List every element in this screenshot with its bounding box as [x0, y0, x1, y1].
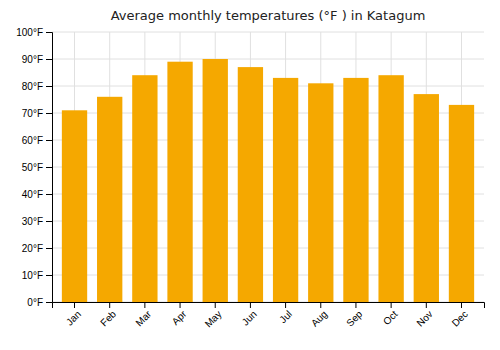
- grid-line-y: [52, 86, 484, 87]
- x-tick: Sep: [344, 302, 365, 329]
- x-tick-mark: [109, 302, 110, 308]
- y-tick-label: 70°F: [22, 108, 43, 119]
- y-tick: 90°F: [22, 54, 52, 65]
- bar: [97, 97, 122, 302]
- x-tick: Apr: [170, 302, 189, 327]
- x-tick-mark: [285, 302, 286, 308]
- y-axis: 0°F 10°F 20°F 30°F 40°F 50°F 60°F 70°F 80°F 90°F 1…: [16, 27, 52, 308]
- y-tick-mark: [46, 86, 52, 87]
- y-tick-label: 0°F: [27, 297, 43, 308]
- x-tick-mark: [250, 302, 251, 308]
- y-tick-mark: [46, 140, 52, 141]
- x-tick-label: Jul: [277, 308, 294, 325]
- x-tick: Jul: [277, 302, 294, 325]
- x-axis: Jan Feb Mar Apr May Jun Jul Aug Sep Oct Nov Dec: [53, 302, 485, 330]
- y-tick: 30°F: [22, 216, 52, 227]
- chart-container: 0°F 10°F 20°F 30°F 40°F 50°F 60°F 70°F 80°F 90°F 1…: [0, 0, 500, 350]
- y-tick-label: 90°F: [22, 54, 43, 65]
- y-tick-label: 80°F: [22, 81, 43, 92]
- y-tick: 60°F: [22, 135, 52, 146]
- y-axis-line: [46, 33, 53, 303]
- x-tick: Feb: [98, 302, 118, 328]
- y-tick-mark: [46, 32, 52, 33]
- y-tick: 50°F: [22, 162, 52, 173]
- x-axis-line: [53, 303, 485, 309]
- x-tick-mark: [144, 302, 145, 308]
- bar: [378, 75, 403, 302]
- y-tick-label: 30°F: [22, 216, 43, 227]
- bar: [343, 78, 368, 302]
- x-tick: Aug: [309, 302, 329, 329]
- y-tick: 0°F: [27, 297, 52, 308]
- x-tick: Jan: [64, 302, 83, 328]
- x-tick-label: Apr: [170, 308, 189, 327]
- y-tick: 70°F: [22, 108, 52, 119]
- y-tick-mark: [46, 302, 52, 303]
- bar: [449, 105, 474, 302]
- x-tick-mark: [180, 302, 181, 308]
- y-tick-mark: [46, 194, 52, 195]
- x-tick: Mar: [133, 302, 153, 328]
- y-tick-label: 100°F: [16, 27, 43, 38]
- y-tick-mark: [46, 275, 52, 276]
- bar: [62, 110, 87, 302]
- y-tick-label: 40°F: [22, 189, 43, 200]
- y-tick-mark: [46, 167, 52, 168]
- x-tick: Dec: [450, 302, 470, 329]
- plot-area: 0°F 10°F 20°F 30°F 40°F 50°F 60°F 70°F 80°F 90°F 1…: [16, 27, 484, 330]
- x-tick-mark: [461, 302, 462, 308]
- bar: [167, 62, 192, 302]
- x-tick-label: Dec: [450, 308, 470, 328]
- grid-line-y: [52, 32, 484, 33]
- x-tick-mark: [426, 302, 427, 308]
- y-tick: 40°F: [22, 189, 52, 200]
- x-tick: May: [203, 302, 224, 330]
- x-tick-label: Sep: [344, 308, 365, 329]
- x-tick-label: Jan: [64, 308, 83, 327]
- bar: [414, 94, 439, 302]
- title: Average monthly temperatures (°F ) in Ka…: [111, 8, 426, 23]
- y-tick: 80°F: [22, 81, 52, 92]
- y-tick-mark: [46, 221, 52, 222]
- x-tick-label: Aug: [309, 308, 329, 328]
- y-tick: 100°F: [16, 27, 52, 38]
- x-tick-mark: [391, 302, 392, 308]
- y-tick: 20°F: [22, 243, 52, 254]
- y-tick-mark: [46, 59, 52, 60]
- marks: [62, 59, 474, 302]
- x-tick-label: Mar: [133, 308, 153, 328]
- x-tick-mark: [355, 302, 356, 308]
- x-tick-label: Oct: [381, 308, 400, 327]
- x-tick-label: Nov: [414, 308, 434, 328]
- x-tick: Nov: [414, 302, 434, 329]
- x-tick-label: Jun: [240, 308, 259, 327]
- y-tick-mark: [46, 248, 52, 249]
- bar: [308, 83, 333, 302]
- y-tick-label: 60°F: [22, 135, 43, 146]
- x-tick-label: Feb: [98, 308, 118, 328]
- bar: [238, 67, 263, 302]
- chart-svg: 0°F 10°F 20°F 30°F 40°F 50°F 60°F 70°F 80°F 90°F 1…: [0, 0, 500, 350]
- y-tick-mark: [46, 113, 52, 114]
- grid-line-y: [52, 59, 484, 60]
- x-tick: Oct: [381, 302, 400, 327]
- x-tick-mark: [215, 302, 216, 308]
- bar: [273, 78, 298, 302]
- bar: [203, 59, 228, 302]
- y-tick-label: 10°F: [22, 270, 43, 281]
- x-tick-label: May: [203, 308, 224, 329]
- x-tick-mark: [74, 302, 75, 308]
- y-tick-label: 50°F: [22, 162, 43, 173]
- x-tick-mark: [320, 302, 321, 308]
- grid: [52, 32, 484, 302]
- y-tick: 10°F: [22, 270, 52, 281]
- y-tick-label: 20°F: [22, 243, 43, 254]
- bar: [132, 75, 157, 302]
- x-tick: Jun: [240, 302, 259, 328]
